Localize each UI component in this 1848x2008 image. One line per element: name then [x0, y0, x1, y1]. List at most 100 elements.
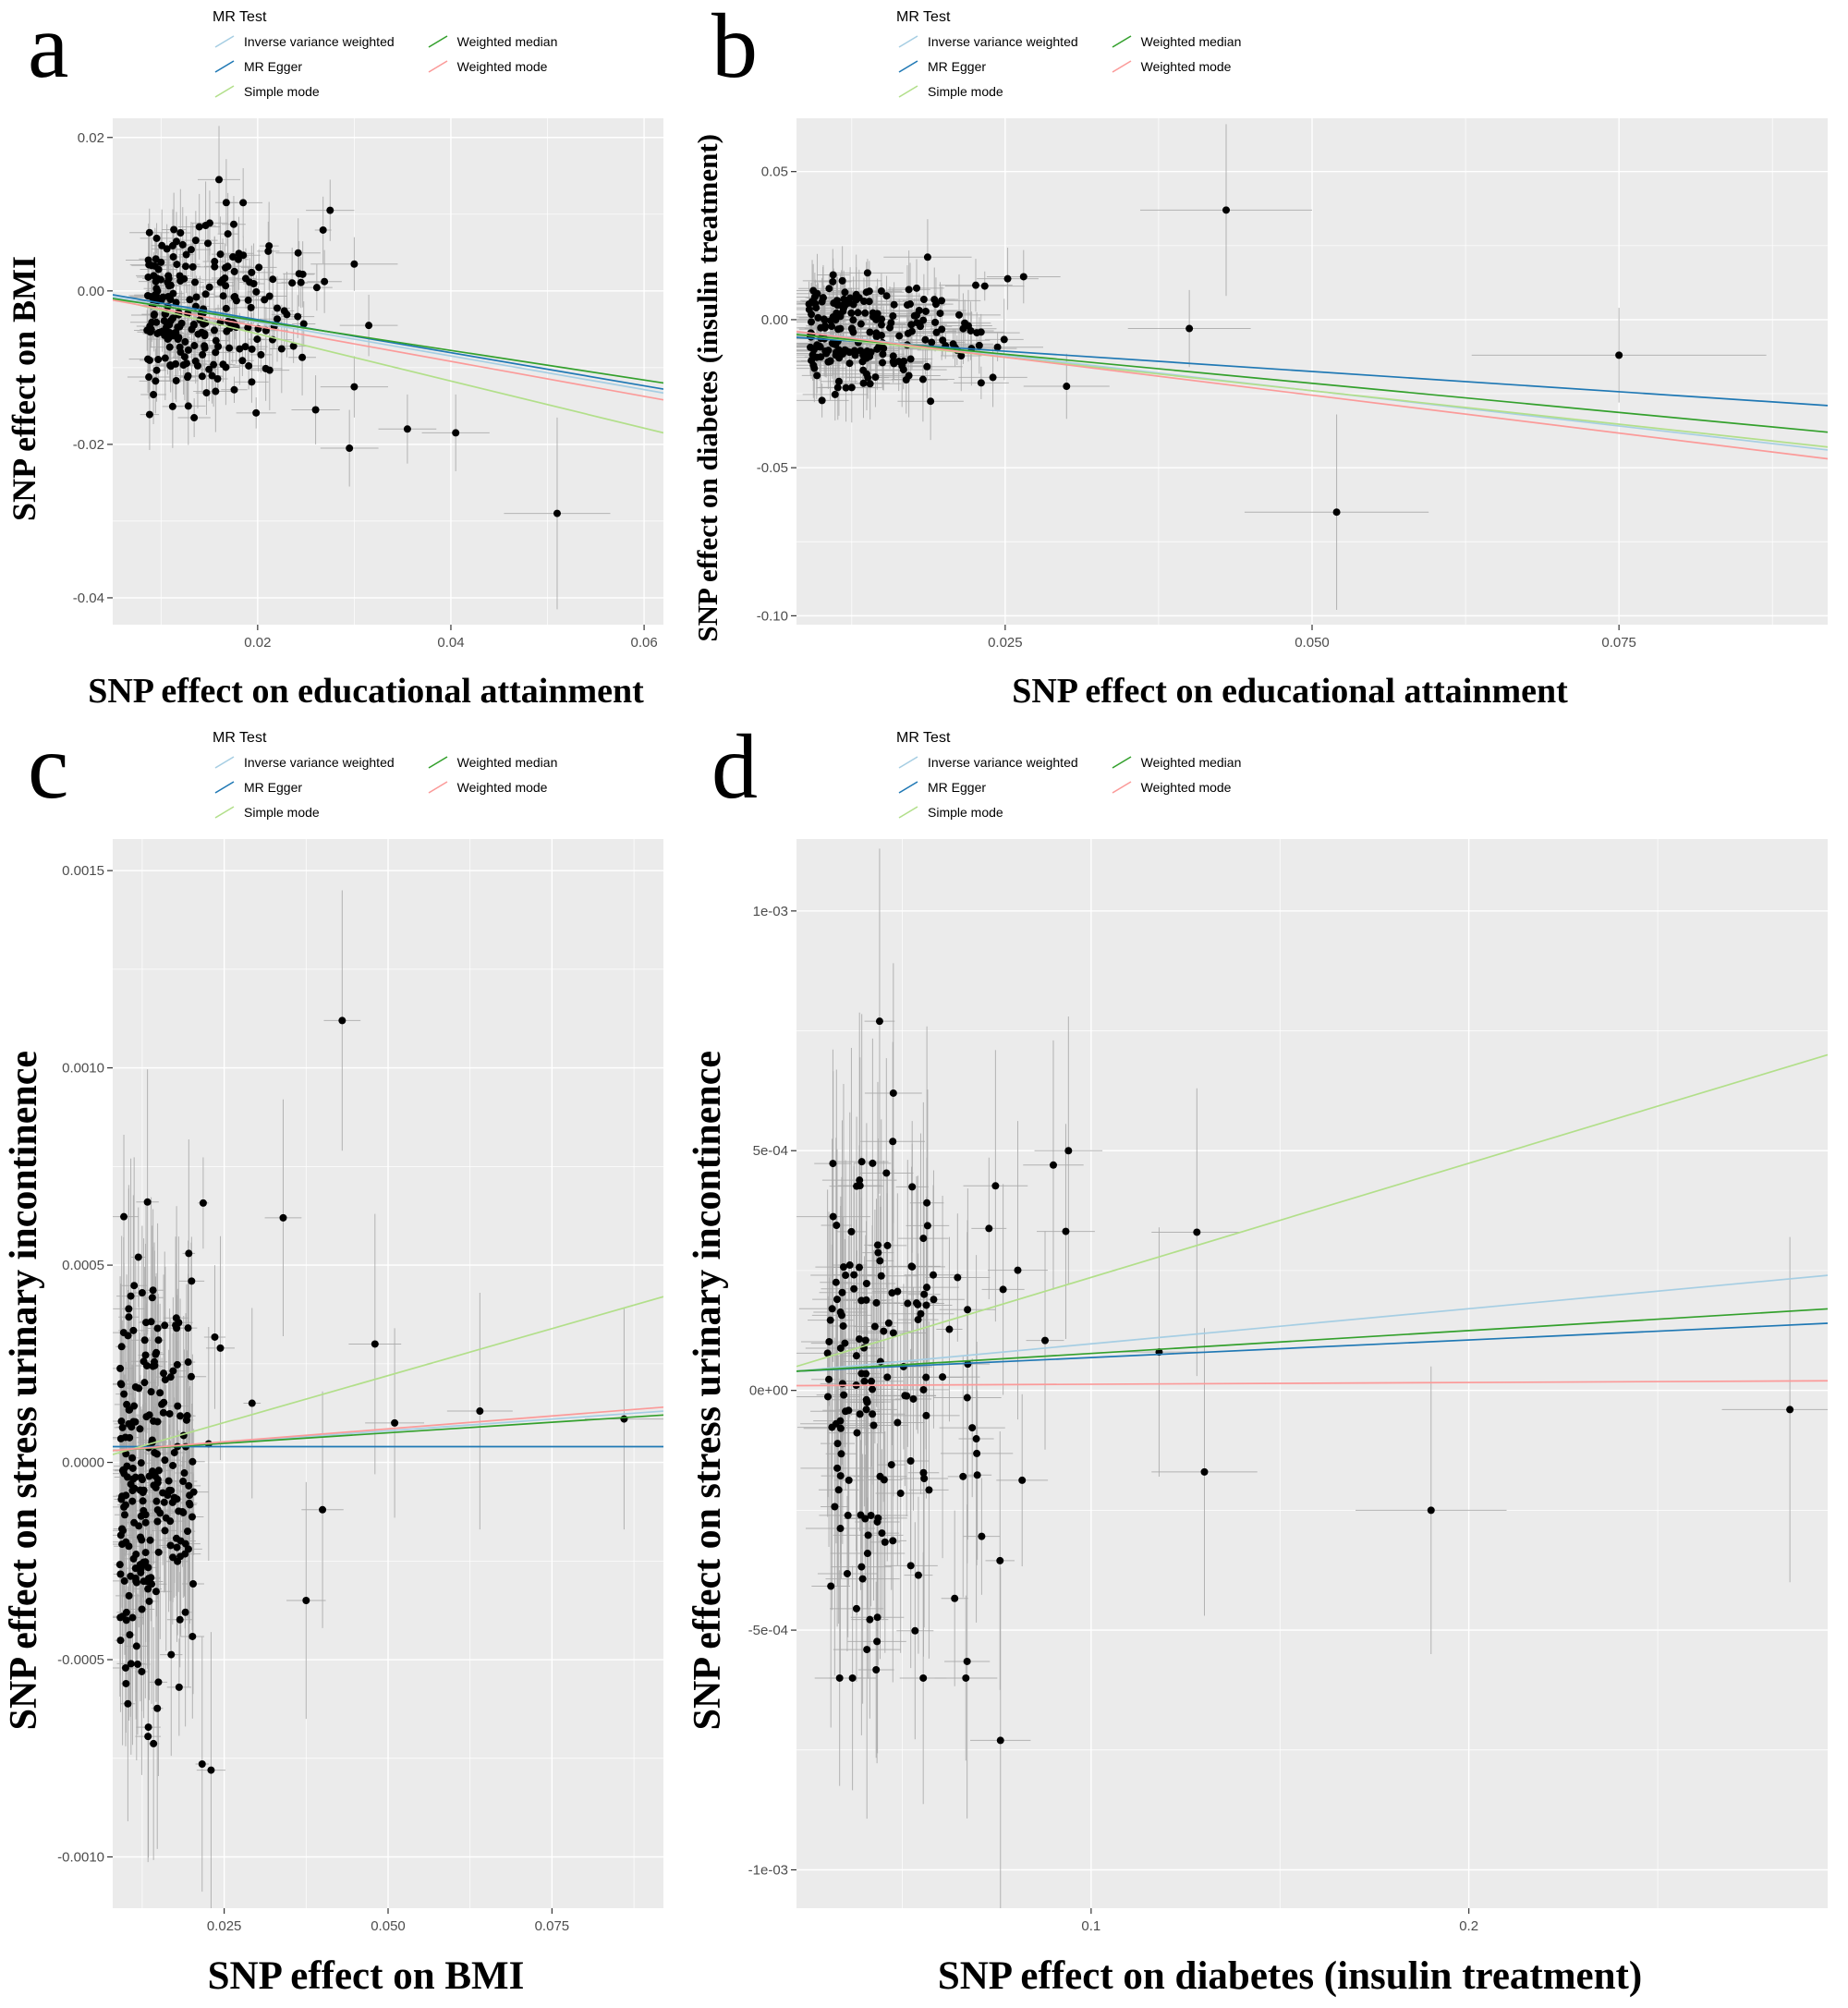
mr-test-legend: MR Test Inverse variance weighted MR Egge… — [896, 0, 1241, 101]
legend-item-simple-mode: Simple mode — [213, 803, 395, 821]
legend-label: Weighted mode — [456, 780, 548, 795]
y-axis-label-a: SNP effect on BMI — [6, 255, 43, 521]
legend-item-weighted-median: Weighted median — [426, 753, 557, 772]
panel-a-header: a MR Test Inverse variance weighted MR Eg… — [0, 0, 684, 109]
legend-item-mr-egger: MR Egger — [896, 57, 1078, 76]
panel-d-header: d MR Test Inverse variance weighted MR Eg… — [684, 721, 1848, 830]
panel-c-plot-row: SNP effect on stress urinary incontinenc… — [0, 830, 684, 1951]
legend-label: Inverse variance weighted — [244, 34, 395, 49]
legend-title: MR Test — [213, 9, 267, 25]
legend-item-inverse-variance-weighted: Inverse variance weighted — [896, 753, 1078, 772]
legend-item-weighted-mode: Weighted mode — [426, 778, 558, 797]
legend-title: MR Test — [896, 9, 951, 25]
panel-b-header: b MR Test Inverse variance weighted MR Eg… — [684, 0, 1848, 109]
legend-item-mr-egger: MR Egger — [896, 778, 1078, 797]
legend-item-weighted-median: Weighted median — [1110, 753, 1242, 772]
svg-text:0.0000: 0.0000 — [62, 1455, 104, 1471]
legend-label: Weighted mode — [1140, 780, 1232, 795]
legend-entries: Inverse variance weighted MR Egger Simple … — [896, 32, 1241, 101]
legend-item-weighted-mode: Weighted mode — [1110, 57, 1242, 76]
line-sample-icon — [1112, 60, 1132, 73]
legend-column: Inverse variance weighted MR Egger Simple … — [896, 32, 1078, 101]
svg-text:0.025: 0.025 — [988, 635, 1023, 651]
svg-text:0.06: 0.06 — [630, 635, 657, 651]
line-sample-icon — [428, 35, 448, 48]
svg-text:0.02: 0.02 — [78, 130, 104, 146]
legend-column: Weighted median Weighted mode — [426, 32, 558, 101]
legend-label: Simple mode — [928, 84, 1003, 99]
legend-item-inverse-variance-weighted: Inverse variance weighted — [896, 32, 1078, 51]
legend-label: Weighted mode — [1140, 59, 1232, 74]
svg-text:0e+00: 0e+00 — [749, 1383, 788, 1399]
line-sample-icon — [898, 756, 918, 769]
y-axis-label-d: SNP effect on stress urinary incontinenc… — [687, 1050, 729, 1731]
line-sample-icon — [898, 781, 918, 794]
legend-label: Simple mode — [244, 84, 320, 99]
line-sample-icon — [898, 85, 918, 98]
line-sample-icon — [428, 60, 448, 73]
svg-text:-0.04: -0.04 — [73, 590, 104, 606]
y-axis-label-c: SNP effect on stress urinary incontinenc… — [3, 1050, 45, 1731]
svg-text:0.075: 0.075 — [1601, 635, 1636, 651]
line-sample-icon — [214, 781, 235, 794]
panel-d-plot-row: SNP effect on stress urinary incontinenc… — [684, 830, 1848, 1951]
plot-host-b: 0.025 0.050 0.075 -0.10 -0.05 0.00 0.05 — [732, 109, 1848, 667]
line-sample-icon — [214, 85, 235, 98]
legend-entries: Inverse variance weighted MR Egger Simple … — [213, 32, 557, 101]
legend-item-inverse-variance-weighted: Inverse variance weighted — [213, 32, 395, 51]
legend-item-weighted-median: Weighted median — [1110, 32, 1242, 51]
panel-letter-d: d — [711, 721, 758, 818]
legend-label: Weighted mode — [456, 59, 548, 74]
legend-item-weighted-mode: Weighted mode — [426, 57, 558, 76]
plot-area-c: 0.025 0.050 0.075 -0.0010 -0.0005 0.0000 0.000… — [57, 839, 663, 1934]
legend-entries: Inverse variance weighted MR Egger Simple … — [896, 753, 1241, 821]
line-sample-icon — [428, 756, 448, 769]
svg-text:0.0005: 0.0005 — [62, 1258, 104, 1273]
legend-label: Weighted median — [1140, 755, 1242, 770]
svg-text:-0.0010: -0.0010 — [57, 1849, 104, 1865]
plot-host-c: 0.025 0.050 0.075 -0.0010 -0.0005 0.0000 0.000… — [48, 830, 684, 1951]
legend-item-mr-egger: MR Egger — [213, 57, 395, 76]
svg-text:0.02: 0.02 — [244, 635, 271, 651]
line-sample-icon — [1112, 781, 1132, 794]
x-axis-label-a: SNP effect on educational attainment — [88, 672, 644, 711]
panel-c: c MR Test Inverse variance weighted MR Eg… — [0, 721, 684, 2008]
x-axis-label-b: SNP effect on educational attainment — [1012, 672, 1568, 711]
legend-item-simple-mode: Simple mode — [213, 82, 395, 101]
panel-b: b MR Test Inverse variance weighted MR Eg… — [684, 0, 1848, 721]
svg-text:0.075: 0.075 — [535, 1918, 570, 1934]
plot-area-a: 0.02 0.04 0.06 -0.04 -0.02 0.00 0.02 — [73, 118, 663, 651]
svg-text:0.050: 0.050 — [1295, 635, 1330, 651]
svg-text:1e-03: 1e-03 — [753, 904, 788, 919]
svg-text:0.05: 0.05 — [761, 164, 788, 180]
legend-label: Inverse variance weighted — [244, 755, 395, 770]
x-axis-label-c: SNP effect on BMI — [207, 1954, 525, 1998]
legend-label: MR Egger — [928, 780, 987, 795]
svg-text:0.04: 0.04 — [437, 635, 464, 651]
legend-item-mr-egger: MR Egger — [213, 778, 395, 797]
panel-letter-a: a — [28, 0, 69, 97]
legend-title: MR Test — [213, 730, 267, 746]
panel-letter-c: c — [28, 721, 69, 818]
legend-label: Simple mode — [244, 805, 320, 820]
line-sample-icon — [214, 35, 235, 48]
legend-label: MR Egger — [928, 59, 987, 74]
panel-b-plot-row: SNP effect on diabetes (insulin treatmen… — [684, 109, 1848, 667]
legend-label: MR Egger — [244, 59, 303, 74]
line-sample-icon — [898, 35, 918, 48]
svg-text:-0.10: -0.10 — [757, 608, 788, 624]
mr-test-legend: MR Test Inverse variance weighted MR Egge… — [896, 721, 1241, 821]
svg-text:0.0015: 0.0015 — [62, 863, 104, 879]
legend-label: Weighted median — [1140, 34, 1242, 49]
legend-item-simple-mode: Simple mode — [896, 803, 1078, 821]
y-axis-label-b: SNP effect on diabetes (insulin treatmen… — [691, 134, 723, 642]
legend-item-weighted-median: Weighted median — [426, 32, 558, 51]
legend-title: MR Test — [896, 730, 951, 746]
legend-label: Inverse variance weighted — [928, 34, 1078, 49]
line-sample-icon — [214, 806, 235, 819]
line-sample-icon — [898, 806, 918, 819]
legend-label: Weighted median — [456, 34, 558, 49]
svg-text:0.1: 0.1 — [1081, 1918, 1100, 1934]
line-sample-icon — [428, 781, 448, 794]
plot-host-d: 0.1 0.2 -1e-03 -5e-04 0e+00 5e-04 1e-03 — [732, 830, 1848, 1951]
